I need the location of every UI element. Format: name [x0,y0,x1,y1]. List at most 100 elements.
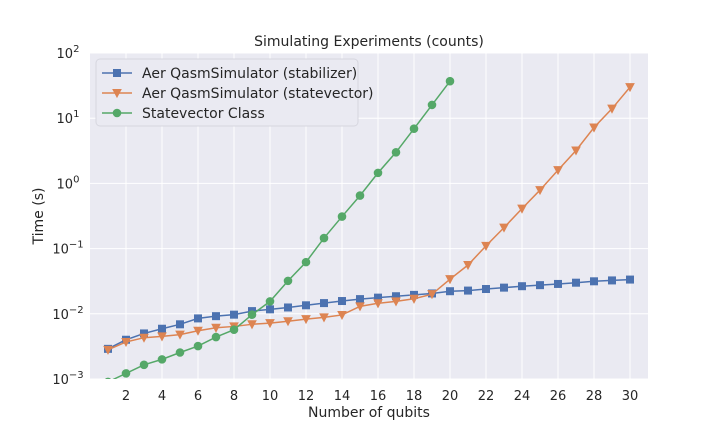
data-point [139,333,149,343]
x-tick-label: 8 [230,389,238,404]
data-point [427,100,437,110]
data-point [211,332,221,342]
data-point [553,166,563,176]
data-point [301,315,311,325]
data-point [193,326,203,336]
data-point [121,369,131,378]
x-axis-ticks: 2 4 6 8 10 12 14 16 18 20 22 24 26 28 30 [122,389,638,404]
legend-marker [113,69,121,77]
y-tick-label: 10−1 [52,240,83,258]
x-tick-label: 20 [442,389,459,404]
data-point [608,276,616,285]
data-point [194,314,202,323]
x-tick-label: 6 [194,389,202,404]
data-point [176,320,184,329]
data-point [463,261,473,271]
data-point [409,294,419,304]
data-point [301,257,311,267]
data-point [554,279,562,288]
data-point [175,348,185,357]
data-point [446,287,454,296]
data-point [284,303,292,312]
x-tick-label: 30 [622,389,639,404]
data-point [193,341,203,351]
series-3 [104,76,455,379]
data-point [572,278,580,287]
data-point [517,204,527,214]
data-point [337,212,347,221]
data-point [590,277,598,286]
series-1 [104,275,634,353]
data-point [427,290,437,300]
data-point [283,317,293,327]
data-point [356,295,364,304]
data-point [625,83,635,93]
data-point [175,330,185,340]
data-point [139,360,149,370]
data-point [355,191,365,200]
data-point [445,275,455,285]
data-point [536,281,544,290]
chart-title: Simulating Experiments (counts) [254,34,484,50]
y-tick-label: 10−2 [52,305,83,323]
legend-box [95,58,359,127]
data-point [211,323,221,333]
data-point [481,241,491,251]
x-tick-label: 26 [550,389,567,404]
x-tick-label: 14 [334,389,351,404]
data-point [247,310,257,319]
data-point [121,337,131,348]
x-tick-label: 22 [478,389,495,404]
data-point [482,285,490,294]
data-point [391,297,401,307]
series-2 [103,83,635,355]
x-tick-label: 24 [514,389,531,404]
legend-label: Aer QasmSimulator (statevector) [142,86,374,102]
data-point [157,355,167,364]
data-point [499,223,509,233]
data-point [320,299,328,308]
x-tick-label: 10 [262,389,279,404]
x-tick-label: 16 [370,389,387,404]
data-point [445,76,455,86]
y-tick-label: 102 [57,44,80,62]
legend: Aer QasmSimulator (stabilizer) Aer QasmSi… [95,58,374,127]
x-tick-label: 28 [586,389,603,404]
x-tick-label: 12 [298,389,315,404]
data-point [212,312,220,321]
legend-marker [112,108,122,118]
data-point [266,305,274,314]
x-tick-label: 2 [122,389,130,404]
data-point [571,146,581,156]
data-point [337,310,347,321]
y-axis-ticks: 10−3 10−2 10−1 100 101 102 [52,44,83,388]
data-point [265,297,275,306]
x-tick-label: 18 [406,389,423,404]
legend-marker [112,89,122,99]
data-point [265,319,275,329]
data-point [283,276,293,286]
legend-label: Aer QasmSimulator (stabilizer) [142,66,357,82]
x-axis-label: Number of qubits [308,405,430,421]
data-point [319,233,329,243]
data-point [607,104,617,114]
data-point [319,313,329,323]
data-point [229,325,239,335]
data-point [373,299,383,309]
y-tick-label: 10−3 [52,370,83,388]
data-point [104,377,112,379]
legend-label: Statevector Class [142,106,265,122]
y-axis-label: Time (s) [31,188,47,246]
data-point [500,283,508,292]
series-layer [103,76,635,379]
x-tick-label: 4 [158,389,166,404]
data-point [589,123,599,133]
data-point [157,332,167,342]
data-point [518,282,526,291]
data-point [355,302,365,312]
data-point [302,301,310,310]
data-point [103,345,113,355]
data-point [535,186,545,196]
data-point [247,320,257,330]
